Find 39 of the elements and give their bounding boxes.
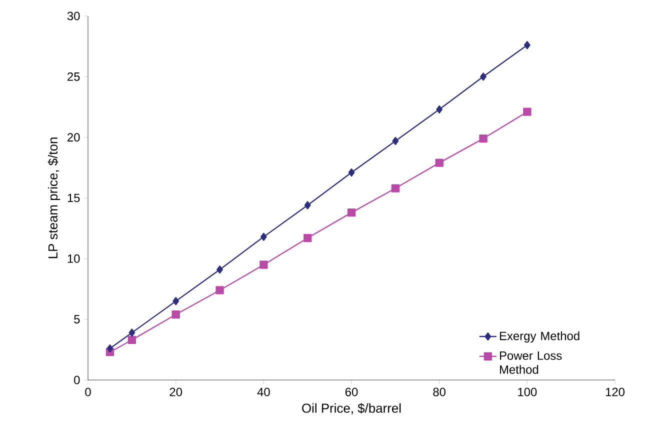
x-tick-label: 60: [345, 388, 358, 396]
y-tick-label: 10: [68, 254, 80, 263]
point: [391, 184, 400, 192]
y-tick-label: 20: [68, 133, 80, 142]
x-tick-label: 100: [518, 388, 537, 396]
point: [106, 344, 114, 353]
point: [128, 336, 136, 344]
point: [524, 41, 530, 50]
x-tick-label: 40: [257, 388, 270, 396]
point: [172, 297, 180, 306]
x-tick-label: 120: [606, 388, 625, 396]
y-tick-label: 5: [74, 315, 80, 324]
point: [480, 72, 486, 81]
point: [304, 234, 312, 242]
x-tick-label: 80: [433, 388, 446, 396]
point: [523, 108, 532, 116]
point: [260, 232, 267, 241]
point: [216, 286, 224, 294]
legend-label: Power Loss Method: [500, 352, 562, 374]
point: [436, 105, 443, 114]
point: [304, 201, 311, 210]
point: [260, 260, 268, 269]
y-axis-title: LP steam price, $/ton: [48, 138, 60, 258]
point: [216, 266, 223, 274]
y-tick-label: 0: [74, 376, 80, 384]
y-tick-label: 15: [68, 194, 80, 202]
point: [479, 134, 488, 143]
x-tick-label: 20: [170, 388, 182, 396]
y-tick-label: 25: [68, 72, 80, 81]
x-axis-title: Oil Price, $/barrel: [302, 403, 401, 414]
point: [348, 168, 355, 177]
x-tick-label: 0: [85, 388, 91, 396]
y-tick-label: 30: [67, 12, 80, 20]
point: [347, 208, 356, 217]
point: [172, 310, 180, 319]
legend-label: Exergy Method: [500, 331, 580, 343]
point: [392, 136, 399, 146]
point: [435, 158, 444, 167]
point: [128, 328, 136, 337]
